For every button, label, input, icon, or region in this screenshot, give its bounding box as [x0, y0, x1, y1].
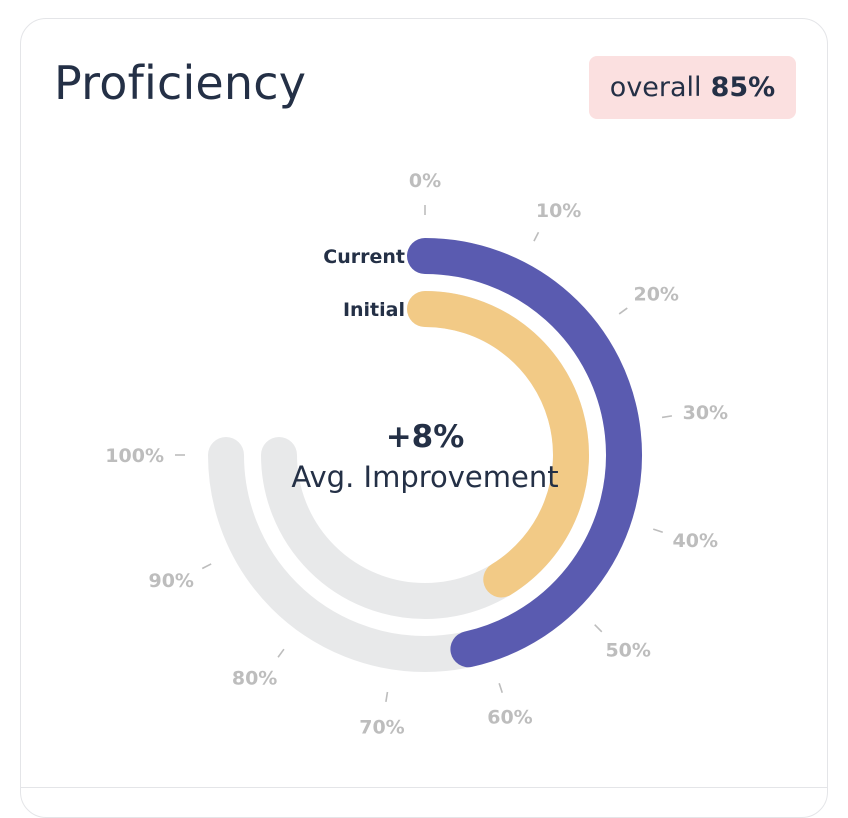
tick-label-10: 10%	[536, 200, 581, 222]
proficiency-card	[20, 18, 828, 818]
tick-mark-20	[618, 307, 628, 315]
tick-label-40: 40%	[673, 530, 718, 552]
tick-label-20: 20%	[633, 283, 678, 305]
tick-label-100: 100%	[105, 445, 164, 467]
tick-label-50: 50%	[605, 639, 650, 661]
card-divider	[20, 787, 828, 788]
card-title: Proficiency	[54, 56, 307, 110]
current-series-label: Current	[323, 246, 405, 268]
tick-mark-80	[277, 648, 285, 658]
tick-label-80: 80%	[232, 667, 277, 689]
initial-bar	[407, 291, 589, 598]
initial-series-label: Initial	[343, 299, 405, 321]
tick-mark-70	[385, 691, 389, 703]
center-label: Avg. Improvement	[291, 460, 558, 494]
overall-badge-label: overall	[609, 72, 702, 103]
tick-label-30: 30%	[683, 402, 728, 424]
tick-mark-10	[533, 231, 540, 242]
tick-label-60: 60%	[487, 707, 532, 729]
tick-label-0: 0%	[409, 170, 441, 192]
center-value: +8%	[386, 419, 465, 455]
tick-mark-50	[594, 624, 603, 633]
current-bar	[407, 238, 643, 668]
tick-mark-40	[653, 528, 664, 534]
tick-mark-30	[661, 415, 673, 419]
tick-mark-90	[201, 563, 212, 570]
tick-mark-60	[498, 683, 504, 694]
overall-badge-value: 85%	[710, 72, 776, 103]
tick-label-70: 70%	[359, 717, 404, 739]
overall-badge: overall 85%	[589, 56, 796, 119]
tick-label-90: 90%	[148, 570, 193, 592]
